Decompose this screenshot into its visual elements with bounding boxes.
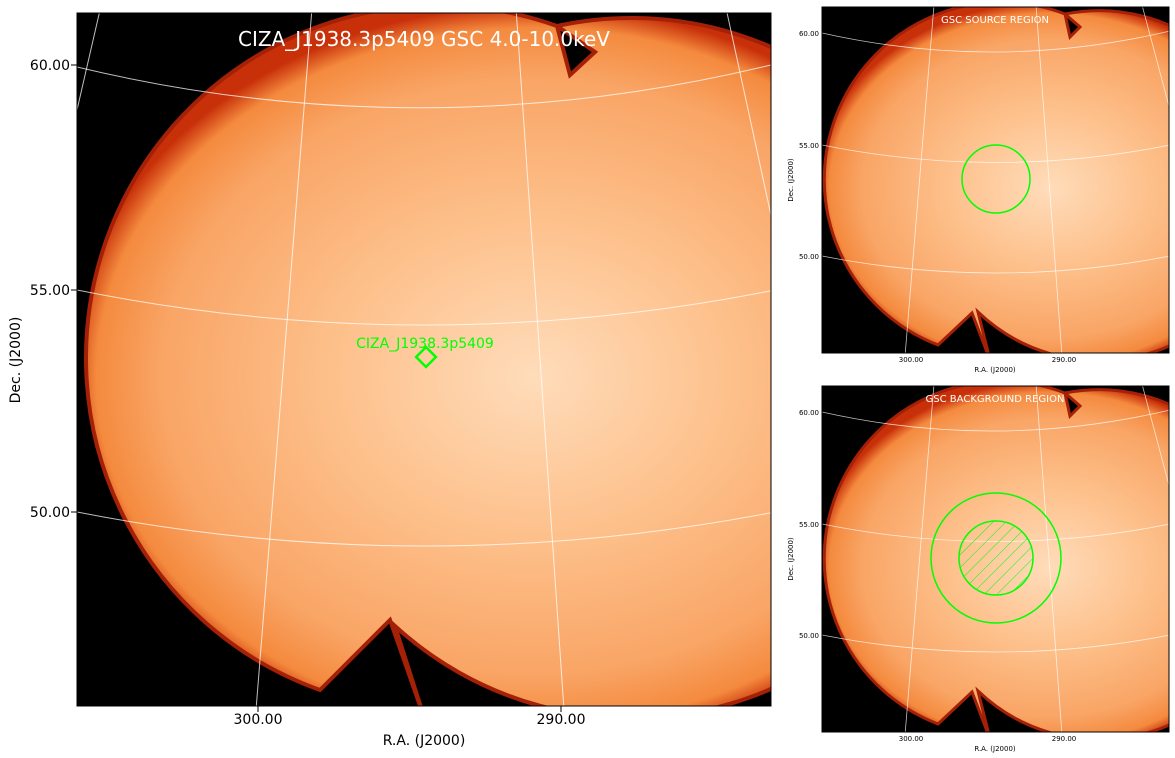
background-panel-title: GSC BACKGROUND REGION [926,394,1065,405]
source-panel-title: GSC SOURCE REGION [941,15,1049,26]
source-ytick-55: 55.00 [799,142,819,150]
source-label: CIZA_J1938.3p5409 [356,336,494,352]
source-coordinate-grid [822,7,1169,353]
background-x-axis-label: R.A. (J2000) [974,745,1016,753]
main-coordinate-grid [77,13,771,706]
main-x-axis-label: R.A. (J2000) [383,733,466,749]
source-xtick-290: 290.00 [1052,356,1077,364]
main-xtick-300: 300.00 [234,712,283,728]
source-y-axis-label: Dec. (J2000) [787,158,795,202]
background-outer-circle[interactable] [930,492,1062,624]
background-xtick-290: 290.00 [1052,735,1077,743]
main-y-axis-label: Dec. (J2000) [8,317,24,404]
background-xtick-300: 300.00 [899,735,924,743]
main-x-ticks [257,706,562,712]
background-ytick-50: 50.00 [799,632,819,640]
source-plot-frame [821,6,1170,354]
source-region-panel: GSC SOURCE REGION 60.00 55.00 50.00 300.… [787,6,1170,374]
background-excluded-circle[interactable] [958,520,1034,596]
main-ytick-55: 55.00 [30,283,70,299]
source-region-circle[interactable] [961,144,1031,214]
background-ytick-60: 60.00 [799,409,819,417]
main-plot-frame [76,12,772,707]
source-marker-diamond[interactable] [414,345,438,369]
main-y-ticks [71,64,77,513]
source-xtick-300: 300.00 [899,356,924,364]
background-ytick-55: 55.00 [799,521,819,529]
source-ytick-60: 60.00 [799,30,819,38]
main-panel: CIZA_J1938.3p5409 CIZA_J1938.3p5409 GSC … [8,12,772,749]
source-sky-image [822,7,1169,353]
source-x-axis-label: R.A. (J2000) [974,366,1016,374]
source-ytick-50: 50.00 [799,253,819,261]
main-xtick-290: 290.00 [537,712,586,728]
background-plot-frame [821,385,1170,733]
main-sky-image [84,13,771,706]
background-y-axis-label: Dec. (J2000) [787,537,795,581]
main-ytick-50: 50.00 [30,505,70,521]
main-ytick-60: 60.00 [30,58,70,74]
background-coordinate-grid [822,386,1169,732]
background-region-panel: GSC BACKGROUND REGION 60.00 55.00 50.00 … [787,385,1170,753]
main-title: CIZA_J1938.3p5409 GSC 4.0-10.0keV [238,27,610,51]
